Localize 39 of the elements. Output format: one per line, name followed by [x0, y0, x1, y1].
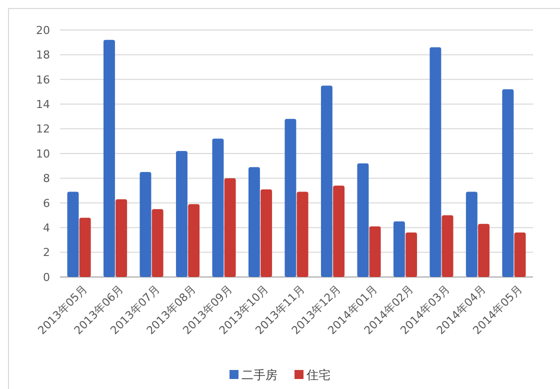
- bar: [320, 86, 332, 277]
- y-tick-label: 6: [43, 196, 50, 210]
- bar: [393, 221, 405, 277]
- bar: [514, 232, 526, 277]
- bar: [466, 192, 478, 277]
- y-tick-label: 2: [43, 246, 50, 260]
- y-tick-label: 4: [43, 221, 50, 234]
- bar: [79, 218, 91, 277]
- bar: [67, 192, 79, 277]
- bar: [188, 204, 200, 277]
- bar: [478, 224, 490, 277]
- bar: [140, 172, 152, 277]
- bar: [333, 186, 345, 277]
- y-tick-label: 12: [36, 122, 50, 136]
- bar: [248, 167, 260, 277]
- bar: [430, 47, 442, 277]
- y-tick-label: 16: [36, 73, 50, 86]
- y-tick-label: 18: [36, 48, 50, 62]
- bar: [369, 226, 381, 277]
- bar: [152, 209, 164, 277]
- bar: [406, 232, 418, 277]
- legend-label: 住宅: [306, 368, 330, 382]
- y-tick-label: 10: [36, 147, 50, 160]
- bar: [103, 40, 115, 277]
- legend-label: 二手房: [242, 368, 278, 382]
- bar: [212, 138, 224, 277]
- bar: [442, 215, 454, 277]
- y-tick-label: 14: [36, 98, 50, 111]
- bar: [116, 199, 128, 277]
- bar: [260, 189, 272, 277]
- bar: [502, 89, 514, 277]
- y-tick-label: 8: [43, 172, 50, 186]
- bar: [176, 151, 188, 277]
- y-tick-label: 20: [36, 24, 50, 37]
- bar: [296, 192, 308, 277]
- bar: [357, 163, 369, 277]
- bar: [224, 178, 236, 277]
- bar: [284, 118, 296, 277]
- y-tick-label: 0: [43, 270, 50, 284]
